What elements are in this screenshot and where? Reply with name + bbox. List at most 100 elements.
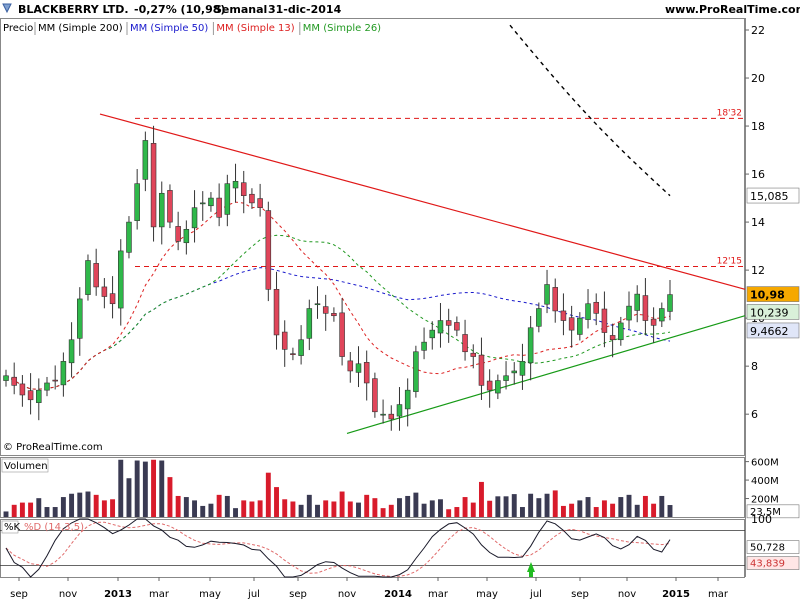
candle-body bbox=[396, 404, 403, 417]
date-label: 31-dic-2014 bbox=[268, 3, 342, 16]
candle-body bbox=[118, 250, 124, 309]
y-tick-label: 18 bbox=[751, 120, 765, 133]
candle-body bbox=[150, 143, 157, 228]
legend-item-1: MM (Simple 200) bbox=[38, 23, 123, 34]
candle-body bbox=[224, 183, 231, 215]
candle-body bbox=[470, 352, 477, 357]
candle-body bbox=[609, 335, 616, 341]
volume-bar bbox=[388, 504, 394, 517]
candle-body bbox=[626, 305, 632, 321]
stoch-k-label-box bbox=[1, 520, 19, 534]
volume-bar bbox=[462, 497, 468, 517]
candle-body bbox=[44, 382, 50, 391]
x-tick-label: may bbox=[476, 589, 498, 600]
candle-body bbox=[421, 341, 427, 351]
candle-body bbox=[306, 308, 313, 339]
volume-bar bbox=[28, 502, 34, 517]
copyright-label: © ProRealTime.com bbox=[3, 442, 103, 453]
candle-body bbox=[27, 390, 34, 401]
vol-y-tick-label: 600M bbox=[751, 458, 779, 469]
volume-bar bbox=[560, 505, 566, 517]
candle-body bbox=[634, 293, 640, 311]
legend-item-3: MM (Simple 13) bbox=[216, 23, 294, 34]
volume-bar bbox=[585, 497, 591, 517]
candle-body bbox=[650, 318, 657, 326]
volume-bar bbox=[438, 499, 443, 517]
candle-body bbox=[77, 298, 83, 339]
y-tick-label: 22 bbox=[751, 24, 765, 37]
ma200-line bbox=[509, 24, 671, 197]
y-tick-label: 14 bbox=[751, 216, 765, 229]
volume-bar bbox=[601, 500, 607, 517]
volume-bar bbox=[233, 508, 238, 517]
x-tick-label: may bbox=[199, 589, 221, 600]
candle-body bbox=[445, 320, 452, 326]
candle-body bbox=[347, 360, 354, 372]
y-tick-label: 16 bbox=[751, 168, 765, 181]
ma13-line bbox=[5, 201, 671, 390]
volume-bar bbox=[454, 507, 460, 517]
candle-body bbox=[126, 221, 132, 253]
stochastic-pane bbox=[0, 519, 745, 578]
volume-bar bbox=[487, 500, 493, 517]
volume-bar bbox=[249, 501, 255, 517]
candle-body bbox=[331, 313, 337, 317]
candle-body bbox=[232, 180, 239, 189]
candle-body bbox=[568, 317, 575, 331]
ma50-value-label: 9,4662 bbox=[750, 325, 789, 338]
candle-body bbox=[536, 308, 542, 327]
volume-label: Volumen bbox=[4, 461, 48, 472]
y-tick-label: 12 bbox=[751, 264, 765, 277]
vol-y-tick-label: 200M bbox=[751, 495, 779, 506]
volume-bar bbox=[142, 461, 148, 517]
volume-bar bbox=[192, 500, 198, 517]
stoch-k-value-box bbox=[746, 540, 800, 554]
volume-bar bbox=[519, 507, 525, 517]
y-tick-label: 6 bbox=[751, 408, 758, 421]
stoch-d-line bbox=[5, 521, 671, 578]
volume-bar bbox=[52, 507, 58, 517]
vol-last-box bbox=[746, 504, 800, 519]
stoch-d-label: %D (14,3,5) bbox=[24, 522, 84, 533]
candle-body bbox=[93, 263, 99, 288]
candle-body bbox=[413, 351, 419, 392]
volume-bar bbox=[618, 497, 624, 517]
volume-bar bbox=[397, 498, 402, 517]
volume-bar bbox=[93, 494, 99, 517]
candle-body bbox=[11, 376, 17, 386]
volume-bar bbox=[44, 507, 50, 517]
candle-body bbox=[478, 354, 485, 386]
ma50-value-box bbox=[746, 322, 800, 339]
x-tick-label: sep bbox=[10, 589, 28, 600]
stoch-k-label: %K bbox=[4, 522, 21, 533]
candle-body bbox=[527, 327, 534, 364]
candle-body bbox=[486, 380, 493, 391]
volume-bar bbox=[356, 502, 361, 517]
candle-body bbox=[60, 361, 67, 386]
candle-body bbox=[355, 363, 362, 373]
volume-bar bbox=[667, 505, 673, 517]
volume-bar bbox=[315, 504, 320, 517]
volume-bar bbox=[118, 459, 124, 517]
volume-bar bbox=[380, 508, 386, 517]
volume-bar bbox=[224, 495, 230, 517]
volume-bar bbox=[569, 503, 575, 517]
candle-body bbox=[544, 284, 550, 305]
candle-body bbox=[618, 322, 624, 341]
candle-body bbox=[52, 379, 58, 382]
candle-body bbox=[134, 183, 140, 221]
volume-bar bbox=[536, 498, 542, 517]
candle-body bbox=[372, 378, 378, 413]
candle-body bbox=[454, 322, 460, 331]
volume-bar bbox=[339, 491, 345, 517]
x-tick-label: 2013 bbox=[104, 589, 132, 600]
volume-bar bbox=[134, 460, 140, 517]
ma26-line bbox=[5, 234, 671, 390]
volume-bar bbox=[306, 494, 312, 517]
candle-body bbox=[109, 293, 116, 305]
candle-body bbox=[208, 197, 214, 207]
x-tick-label: jul bbox=[529, 589, 542, 600]
candle-body bbox=[577, 317, 583, 335]
volume-bar bbox=[274, 487, 279, 517]
